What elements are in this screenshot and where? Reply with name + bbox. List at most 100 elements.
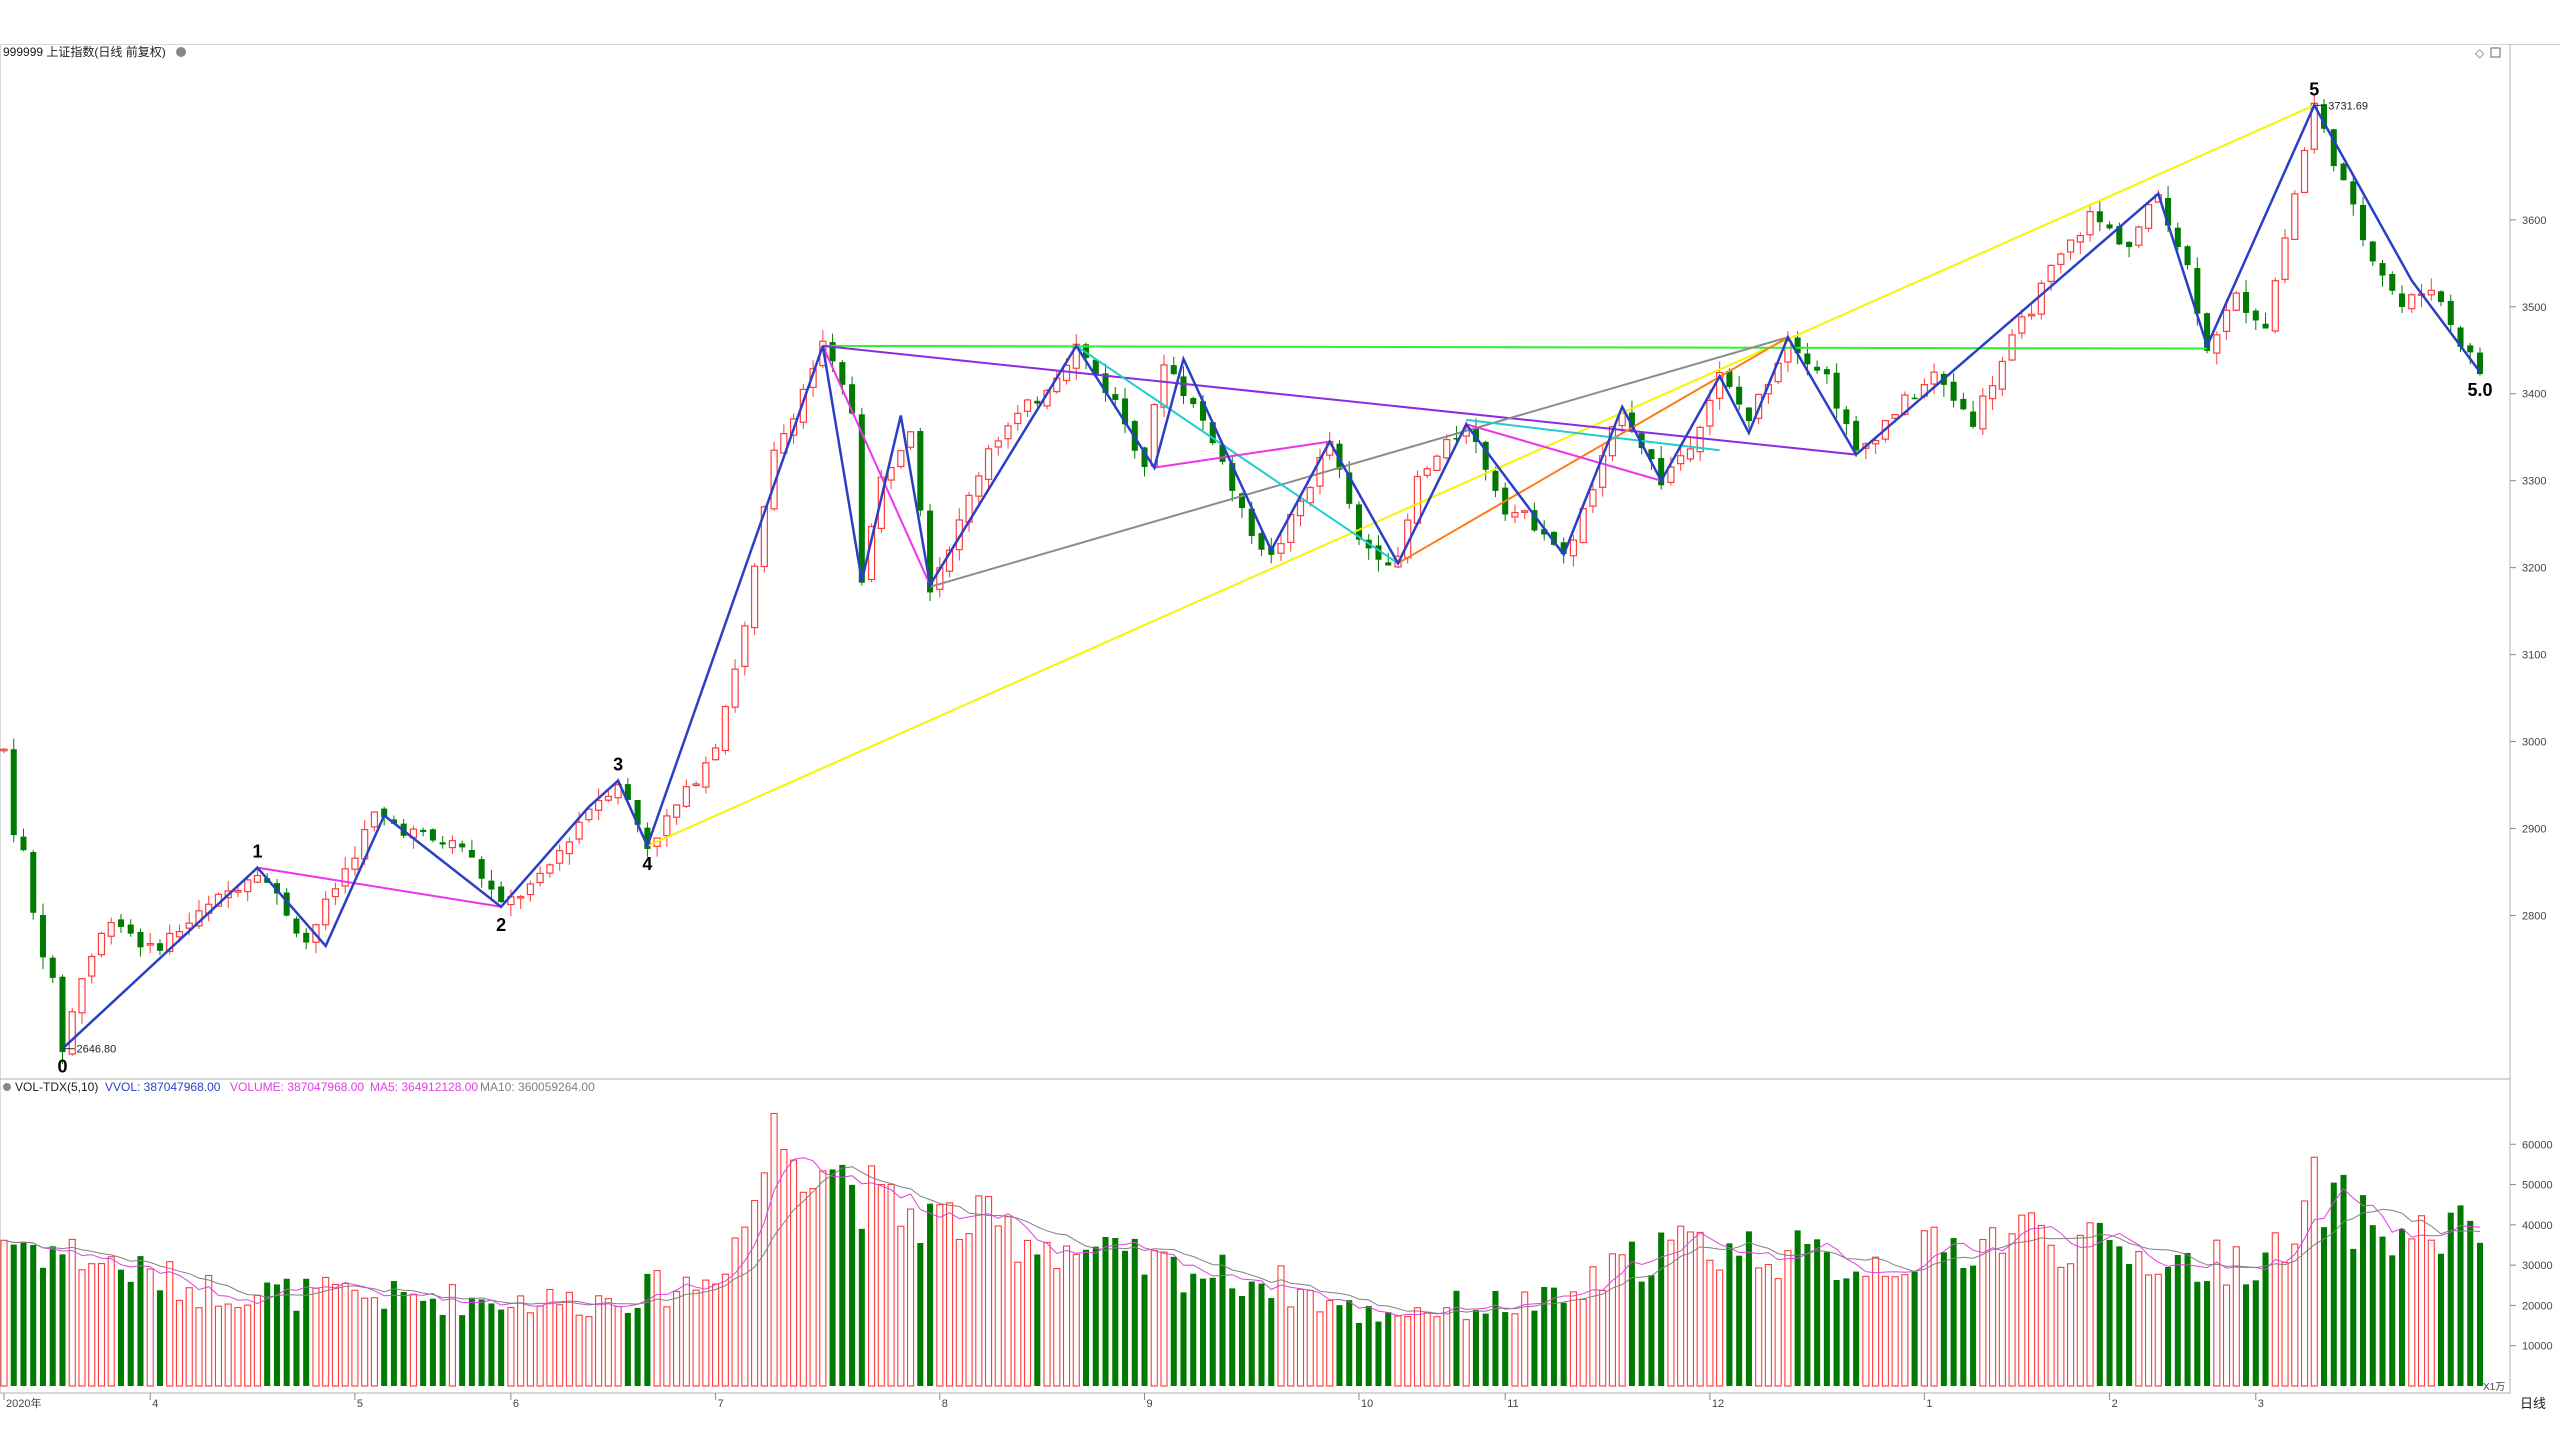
candle-body-down [439, 842, 446, 845]
candle-body-down [927, 510, 934, 593]
volume-bar-up [653, 1270, 661, 1387]
volume-bar-up [1306, 1289, 1314, 1387]
volume-bar-down [1823, 1252, 1830, 1386]
candle-body-up [175, 930, 184, 938]
candlestick-chart[interactable]: 999999 上证指数(日线 前复权) ◇ VOL-TDX(5,10) VVOL… [0, 44, 2560, 1440]
candle-body-down [1531, 510, 1538, 531]
candle-body-down [283, 892, 290, 916]
wave-label: 5 [2309, 79, 2319, 99]
volume-bar-down [634, 1307, 641, 1386]
volume-bar-up [1686, 1231, 1694, 1387]
candle-body-up [1677, 455, 1685, 465]
volume-bar-up [955, 1238, 963, 1387]
diamond-icon[interactable]: ◇ [2475, 46, 2485, 60]
period-label[interactable]: 日线 [2520, 1396, 2546, 1411]
volume-settings-dot-icon[interactable] [3, 1083, 11, 1091]
candle-body-up [1062, 364, 1071, 382]
candle-body-down [2360, 204, 2367, 241]
volume-bar-up [1316, 1311, 1324, 1387]
volume-bar-down [2369, 1225, 2376, 1386]
candle-body-up [253, 874, 262, 883]
candle-body-down [1804, 353, 1811, 365]
volume-bar-up [2135, 1250, 2143, 1387]
volume-ma10-line [3, 1166, 2481, 1315]
volume-bar-up [1930, 1226, 1938, 1387]
volume-bar-up [1072, 1253, 1080, 1387]
candle-body-down [2174, 227, 2181, 247]
candle-body-up [604, 795, 612, 801]
volume-bar-up [2037, 1224, 2045, 1387]
candle-body-down [1814, 366, 1821, 371]
volume-bar-up [244, 1304, 252, 1387]
candle-body-down [1190, 398, 1197, 405]
volume-bar-down [2165, 1266, 2172, 1386]
candle-body-down [2369, 241, 2376, 262]
volume-bar-down [1853, 1271, 1860, 1386]
candle-body-up [185, 922, 193, 929]
candle-body-up [897, 450, 905, 468]
volume-bar-up [88, 1263, 96, 1387]
candle-body-down [498, 886, 505, 903]
volume-bar-up [1716, 1269, 1724, 1387]
volume-bar-down [2174, 1255, 2181, 1386]
volume-tick-label: 30000 [2522, 1260, 2553, 1272]
candle-body-down [30, 852, 37, 913]
top-toolbar [0, 0, 2560, 45]
volume-bar-up [1901, 1274, 1909, 1387]
candle-body-up [1930, 371, 1938, 385]
volume-bar-up [2213, 1239, 2221, 1387]
volume-bar-down [1209, 1277, 1216, 1386]
candle-body-down [39, 915, 47, 958]
volume-bar-down [390, 1281, 397, 1386]
candle-body-down [1102, 373, 1109, 394]
panel-toggle-icon[interactable] [2490, 47, 2501, 58]
volume-bar-down [2243, 1284, 2250, 1386]
volume-bar-down [1248, 1281, 1255, 1386]
price-tick-label: 3100 [2522, 650, 2546, 662]
volume-bar-up [1696, 1231, 1704, 1387]
candle-body-down [1238, 493, 1246, 509]
volume-bar-down [156, 1290, 163, 1386]
volume-bar-down [1346, 1300, 1353, 1386]
volume-bar-up [1287, 1306, 1295, 1387]
candle-body-down [1355, 504, 1362, 540]
elliott-wave-line [61, 102, 2482, 1050]
volume-bar-down [1238, 1295, 1246, 1386]
volume-bar-down [1550, 1287, 1557, 1386]
candle-body-up [780, 432, 788, 454]
candle-body-up [975, 475, 983, 497]
volume-bar-up [556, 1304, 564, 1387]
candle-body-up [2427, 289, 2435, 296]
volume-bar-up [97, 1263, 106, 1387]
price-axis: 2800 2900 3000 3100 3200 3300 3400 3500 3600 [2510, 215, 2546, 922]
candle-body-down [634, 800, 641, 825]
volume-bar-up [1394, 1315, 1402, 1387]
candle-body-down [1199, 401, 1207, 421]
month-tick-label: 10 [1361, 1398, 1373, 1410]
settings-dot-icon[interactable] [176, 47, 186, 57]
candle-body-up [984, 448, 993, 480]
volume-bar-up [1277, 1265, 1285, 1387]
volume-bar-down [2204, 1281, 2211, 1386]
volume-bar-down [478, 1299, 485, 1386]
candle-body-down [829, 342, 836, 362]
month-tick-label: 1 [1926, 1398, 1932, 1410]
wave-label: 4 [642, 854, 652, 874]
candle-body-down [1550, 531, 1557, 545]
candle-body-down [1560, 542, 1567, 554]
volume-axis: 10000 20000 30000 40000 50000 60000 X1万 [2483, 1139, 2553, 1393]
volume-bar-up [1569, 1291, 1578, 1387]
volume-bar-down [2389, 1255, 2396, 1386]
candle-body-up [2076, 234, 2084, 243]
volume-bar-up [673, 1290, 681, 1387]
volume-bar-up [2028, 1212, 2036, 1387]
volume-bar-down [1541, 1286, 1548, 1386]
volume-value: VOLUME: 387047968.00 [230, 1080, 364, 1094]
candle-body-down [1726, 370, 1733, 388]
volume-bar-down [1355, 1322, 1362, 1386]
candle-body-up [526, 883, 535, 896]
volume-bar-up [809, 1188, 817, 1387]
candle-body-down [2243, 291, 2250, 313]
volume-bar-down [1804, 1244, 1811, 1386]
price-tick-label: 3400 [2522, 389, 2546, 401]
